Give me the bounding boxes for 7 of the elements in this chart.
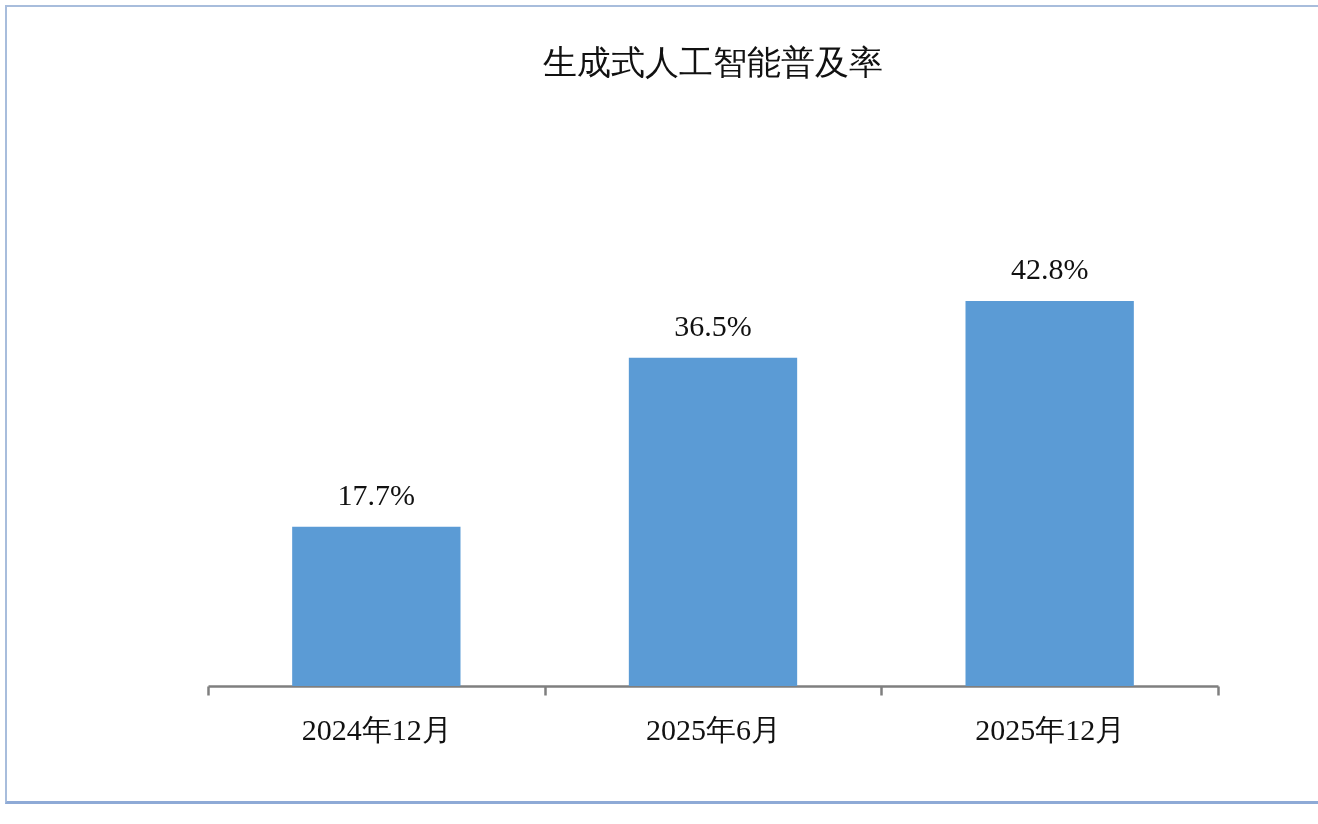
data-label: 36.5%	[674, 308, 752, 342]
data-label: 42.8%	[1010, 252, 1089, 285]
x-tick-label: 2024年12月	[301, 712, 452, 746]
chart-title: 生成式人工智能普及率	[543, 42, 883, 82]
data-label: 17.7%	[337, 477, 416, 511]
x-tick-label: 2025年6月	[646, 712, 781, 746]
x-tick-label: 2025年12月	[975, 712, 1126, 746]
